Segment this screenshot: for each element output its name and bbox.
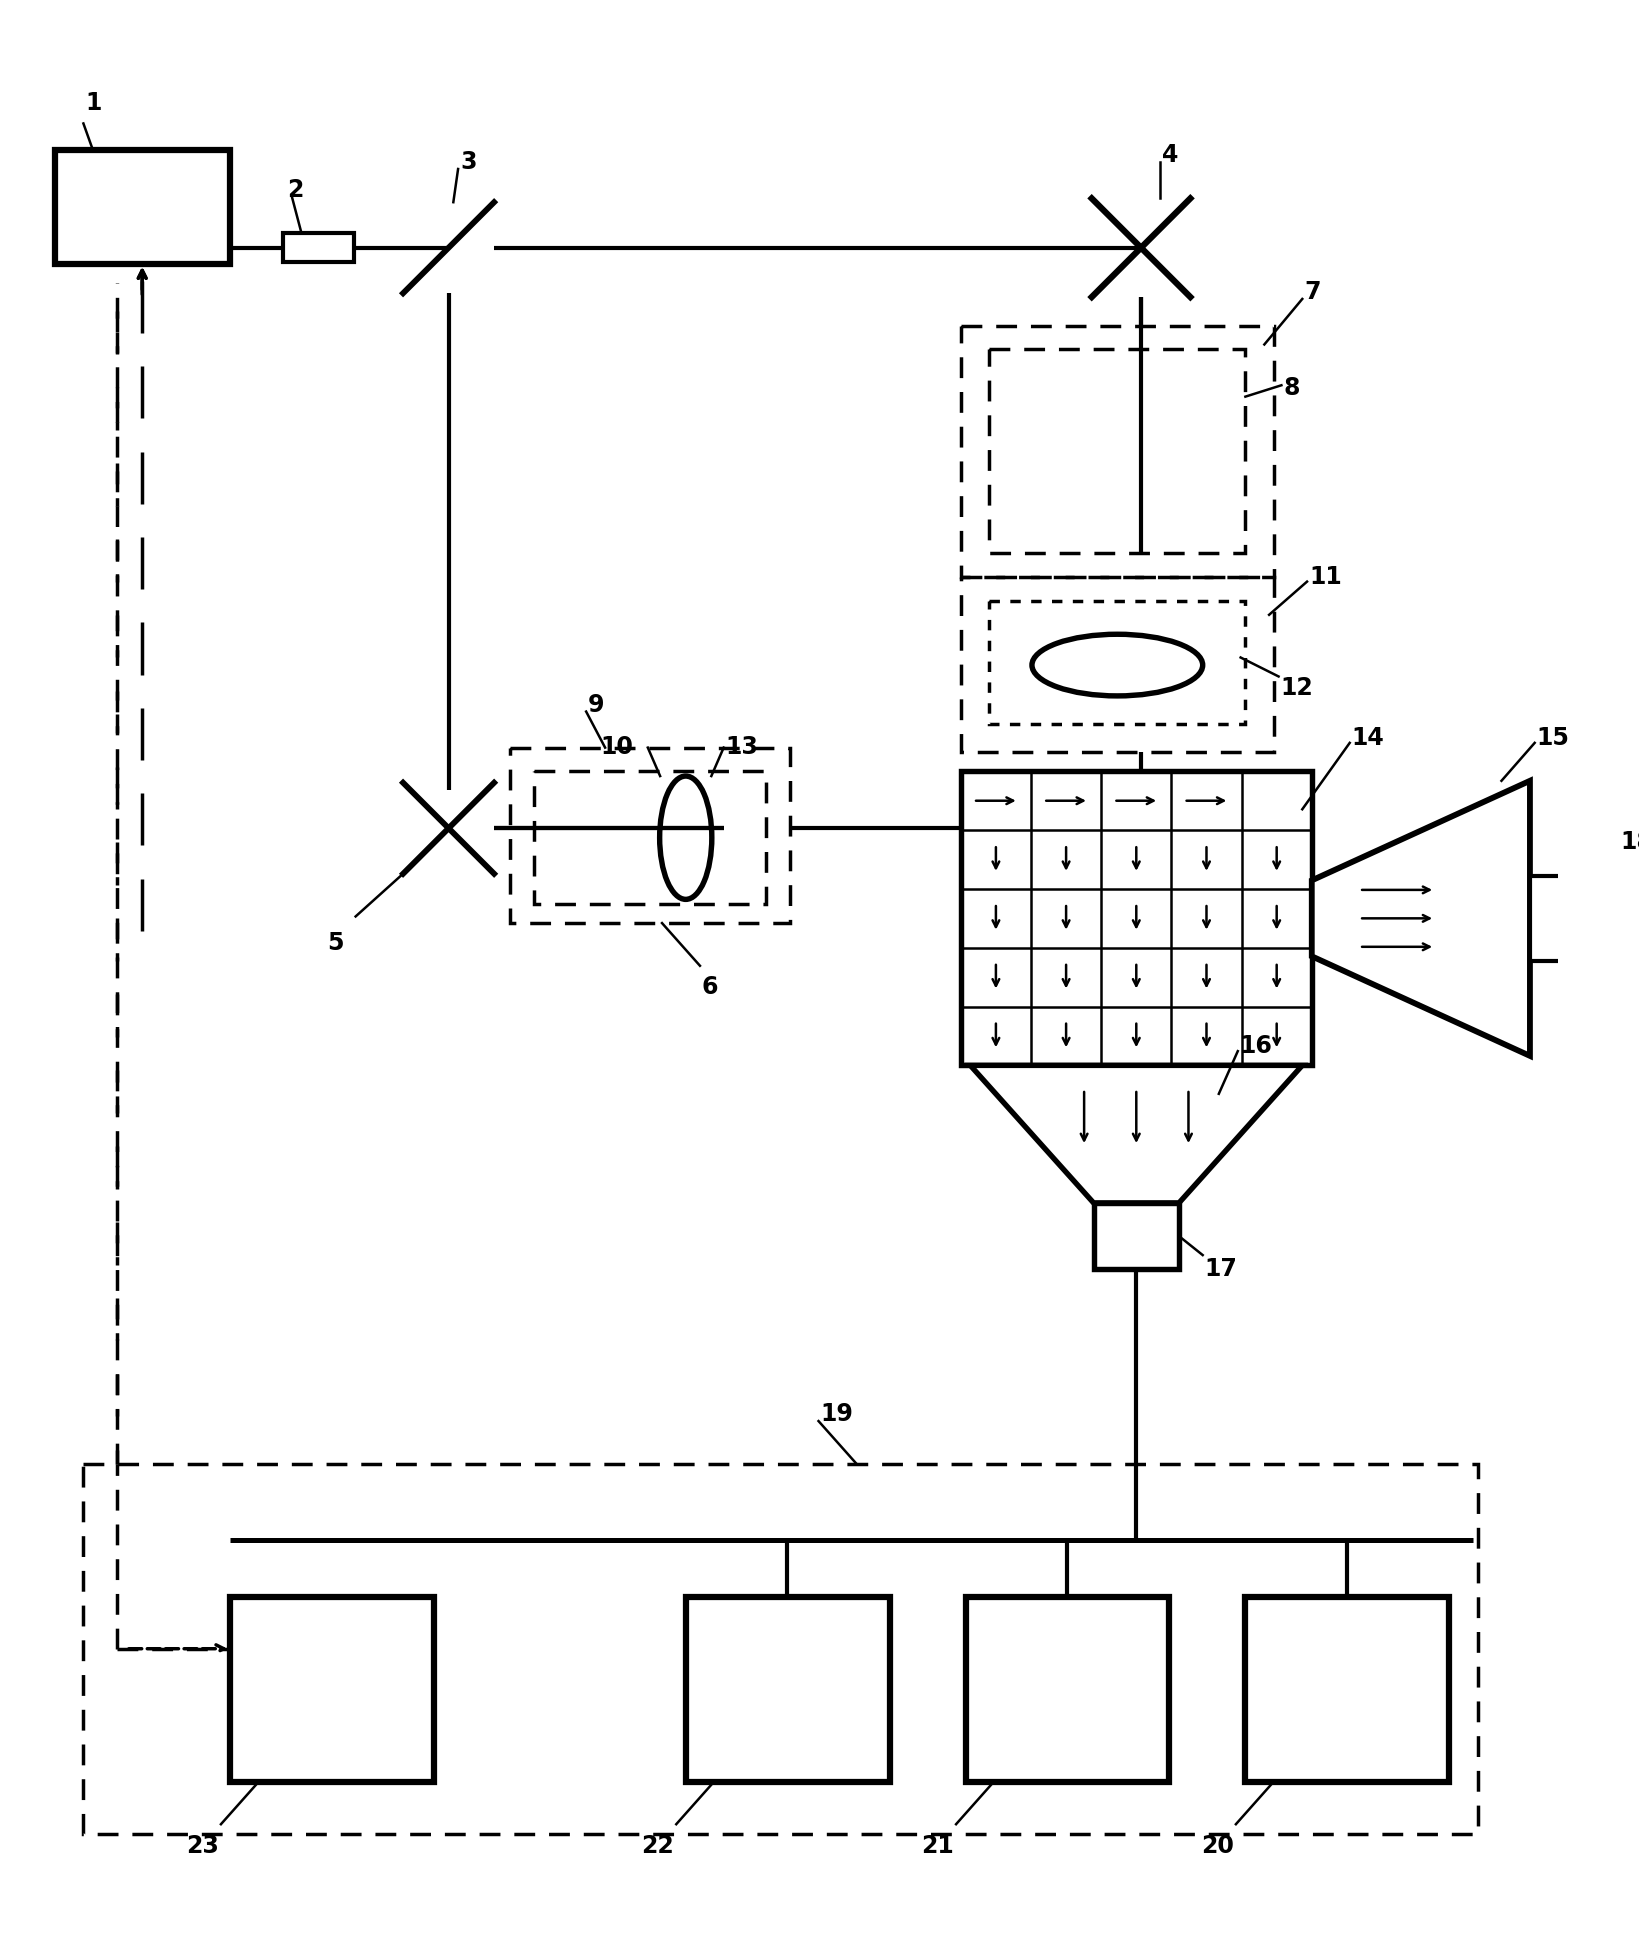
Text: 13: 13 — [724, 735, 757, 759]
Bar — [685, 1597, 888, 1782]
Text: 17: 17 — [1205, 1256, 1237, 1282]
Text: 22: 22 — [641, 1835, 674, 1858]
Text: 16: 16 — [1239, 1035, 1272, 1058]
Bar — [1244, 1597, 1449, 1782]
Bar — [960, 772, 1311, 1066]
Text: 9: 9 — [588, 692, 605, 717]
Text: 14: 14 — [1351, 725, 1383, 751]
Polygon shape — [970, 1066, 1301, 1203]
Polygon shape — [1311, 780, 1529, 1056]
Text: 15: 15 — [1536, 725, 1569, 751]
Bar — [988, 600, 1244, 723]
Text: 23: 23 — [187, 1835, 220, 1858]
Text: 1: 1 — [85, 90, 102, 114]
Text: 6: 6 — [701, 976, 718, 1000]
Text: 19: 19 — [820, 1401, 852, 1427]
Text: 4: 4 — [1160, 143, 1177, 167]
Text: 11: 11 — [1308, 566, 1341, 590]
Bar — [960, 576, 1274, 753]
Ellipse shape — [659, 776, 711, 900]
Text: 21: 21 — [921, 1835, 954, 1858]
Bar — [282, 233, 354, 263]
Bar — [84, 1464, 1477, 1835]
Bar — [988, 349, 1244, 553]
Text: 12: 12 — [1280, 676, 1313, 700]
Bar — [231, 1597, 434, 1782]
Bar — [534, 772, 765, 904]
Text: 7: 7 — [1303, 280, 1319, 304]
Text: 10: 10 — [600, 735, 633, 759]
Text: 18: 18 — [1619, 831, 1639, 855]
Text: 2: 2 — [287, 178, 303, 202]
Bar — [1529, 876, 1600, 960]
Bar — [56, 151, 231, 265]
Ellipse shape — [1031, 635, 1201, 696]
Bar — [965, 1597, 1169, 1782]
Bar — [510, 747, 790, 923]
Text: 8: 8 — [1283, 376, 1300, 400]
Text: 20: 20 — [1200, 1835, 1233, 1858]
Bar — [1093, 1203, 1178, 1270]
Text: 3: 3 — [459, 151, 477, 174]
Bar — [960, 325, 1274, 576]
Text: 5: 5 — [328, 931, 344, 955]
